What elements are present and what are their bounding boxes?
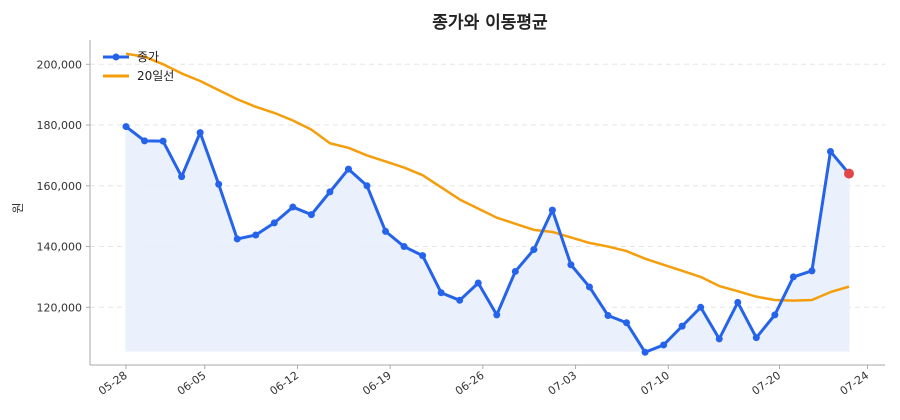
y-tick-label: 200,000 bbox=[37, 58, 83, 71]
close-point bbox=[474, 279, 482, 287]
close-point bbox=[344, 165, 352, 173]
close-points bbox=[122, 123, 854, 356]
x-tick-label: 07-20 bbox=[750, 369, 784, 398]
x-tick-label: 06-05 bbox=[175, 369, 209, 398]
x-tick-label: 07-10 bbox=[638, 369, 672, 398]
close-point bbox=[215, 180, 223, 188]
last-close-point bbox=[844, 168, 854, 179]
close-point bbox=[437, 289, 445, 297]
close-point bbox=[789, 273, 797, 281]
close-point bbox=[307, 211, 315, 219]
close-point bbox=[382, 227, 390, 235]
close-point bbox=[715, 335, 723, 343]
close-point bbox=[252, 231, 260, 239]
close-point bbox=[771, 311, 779, 319]
close-point bbox=[530, 246, 538, 254]
close-point bbox=[363, 182, 371, 190]
close-point bbox=[623, 319, 631, 327]
x-ticks: 05-28 06-05 06-12 06-19 06-26 07-03 07-10 07-20… bbox=[96, 365, 871, 398]
close-point bbox=[511, 267, 519, 275]
close-point bbox=[141, 137, 149, 145]
legend-close-label: 종가 bbox=[137, 50, 159, 64]
y-tick-label: 180,000 bbox=[37, 119, 83, 132]
close-point bbox=[493, 311, 501, 319]
close-point bbox=[734, 298, 742, 306]
y-ticks: 120,000 140,000 160,000 180,000 200,000 bbox=[37, 58, 90, 314]
x-tick-label: 07-03 bbox=[546, 369, 580, 398]
close-point bbox=[122, 123, 130, 131]
series-lines bbox=[125, 52, 851, 354]
x-tick-label: 07-24 bbox=[838, 369, 872, 398]
close-point bbox=[752, 334, 760, 342]
close-point bbox=[808, 267, 816, 275]
close-point bbox=[641, 348, 649, 356]
legend-ma20-label: 20일선 bbox=[137, 69, 174, 83]
close-point bbox=[289, 203, 297, 211]
close-point bbox=[159, 137, 167, 145]
close-point bbox=[233, 235, 241, 243]
close-point bbox=[697, 303, 705, 311]
close-point bbox=[548, 206, 556, 214]
x-tick-label: 06-12 bbox=[268, 369, 302, 398]
y-axis-label: 원 bbox=[11, 202, 25, 213]
close-point bbox=[456, 296, 464, 304]
y-tick-label: 120,000 bbox=[37, 301, 83, 314]
close-point bbox=[419, 252, 427, 260]
x-tick-label: 06-26 bbox=[453, 369, 487, 398]
legend: 종가 20일선 bbox=[103, 50, 174, 83]
close-point bbox=[326, 188, 334, 196]
close-point bbox=[178, 173, 186, 181]
close-point bbox=[196, 129, 204, 137]
close-point bbox=[400, 243, 408, 251]
close-point bbox=[585, 283, 593, 291]
legend-close-marker bbox=[112, 53, 120, 61]
close-point bbox=[604, 311, 612, 319]
axes bbox=[89, 40, 885, 366]
ma20-line bbox=[125, 52, 850, 302]
x-tick-label: 05-28 bbox=[96, 369, 130, 398]
y-tick-label: 140,000 bbox=[37, 241, 83, 254]
chart-title: 종가와 이동평균 bbox=[432, 13, 548, 33]
close-point bbox=[678, 322, 686, 330]
x-tick-label: 06-19 bbox=[360, 369, 394, 398]
close-point bbox=[567, 261, 575, 269]
y-tick-label: 160,000 bbox=[37, 180, 83, 193]
close-point bbox=[270, 219, 278, 227]
close-line bbox=[125, 125, 851, 354]
close-point bbox=[826, 147, 834, 155]
close-point bbox=[660, 341, 668, 349]
